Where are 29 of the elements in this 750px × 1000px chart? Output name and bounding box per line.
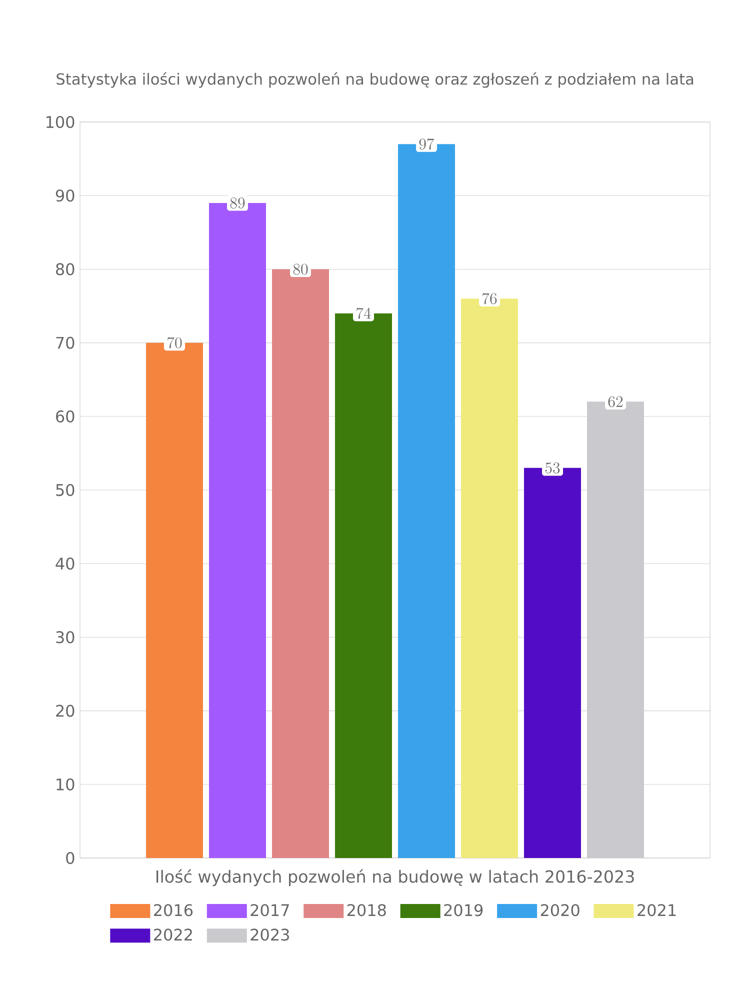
legend-label: 2018: [347, 904, 386, 916]
y-tick-label: 100: [46, 116, 74, 128]
y-tick-label: 80: [56, 263, 74, 276]
legend-label: 2022: [154, 928, 192, 941]
data-label: 80: [293, 264, 308, 275]
data-label: 70: [168, 337, 182, 348]
data-label: 53: [545, 462, 560, 474]
legend-label: 2023: [250, 928, 289, 941]
legend-label: 2019: [444, 904, 483, 916]
y-tick-label: 20: [56, 704, 74, 717]
y-tick-label: 30: [56, 631, 74, 644]
data-label: 89: [230, 197, 245, 208]
data-label: 76: [482, 292, 497, 304]
y-tick-label: 0: [66, 852, 74, 864]
y-tick-label: 70: [56, 336, 74, 349]
y-tick-label: 50: [56, 484, 74, 496]
y-tick-label: 60: [56, 410, 74, 422]
legend-label: 2021: [638, 904, 676, 916]
legend-label: 2017: [250, 904, 289, 916]
data-label: 62: [608, 396, 623, 408]
chart-title: Statystyka ilości wydanych pozwoleń na budowę oraz zgłoszeń z podziałem na lata: [56, 72, 694, 88]
y-tick-label: 40: [56, 558, 74, 570]
legend-label: 2020: [540, 904, 580, 916]
x-axis-title: Ilość wydanych pozwoleń na budowę w latach 2016-2023: [156, 869, 634, 886]
data-label: 74: [356, 308, 371, 319]
data-label: 97: [419, 138, 434, 150]
y-tick-label: 90: [56, 190, 74, 202]
legend-label: 2016: [154, 904, 193, 916]
y-tick-label: 10: [56, 778, 74, 790]
